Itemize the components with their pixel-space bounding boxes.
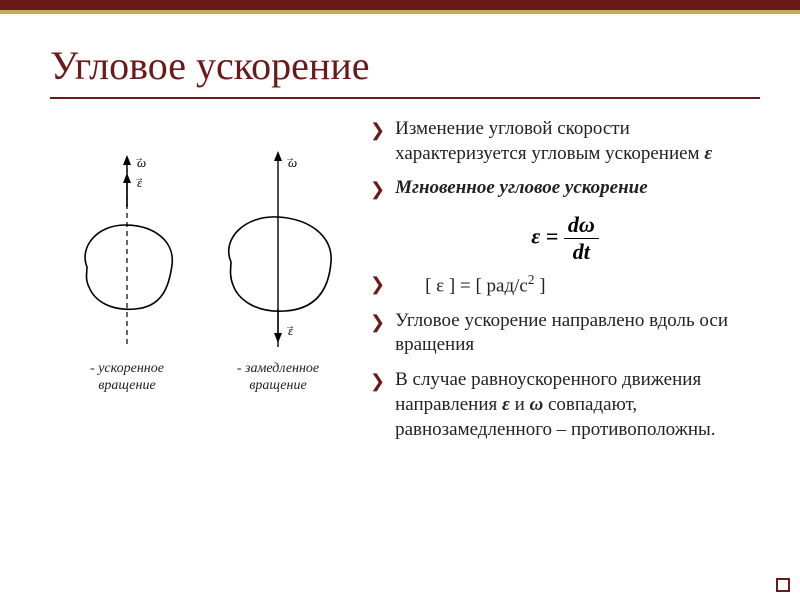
- diagram-right: ω → ε → - замедленное вращение: [203, 147, 353, 395]
- bullet-3-text: [ ε ] = [ рад/с2 ]: [395, 271, 760, 299]
- bullet-marker-icon: ❯: [370, 119, 385, 166]
- b3-pre: [ ε ] = [ рад/с: [425, 275, 528, 296]
- bullet-5: ❯ В случае равноускоренного движения нап…: [370, 368, 760, 442]
- bullet-marker-icon: ❯: [370, 178, 385, 201]
- diagram-left-svg: ω → ε →: [57, 147, 197, 357]
- page-title: Угловое ускорение: [50, 42, 760, 97]
- b5-mid: и: [510, 394, 530, 415]
- bullet-4: ❯ Угловое ускорение направлено вдоль оси…: [370, 309, 760, 358]
- bullet-marker-icon: ❯: [370, 311, 385, 358]
- left-caption-line1: - ускоренное: [90, 361, 164, 376]
- formula-lhs: ε: [531, 223, 540, 248]
- right-caption-line2: вращение: [249, 378, 306, 393]
- svg-text:→: →: [285, 321, 295, 332]
- bullet-2-text: Мгновенное угловое ускорение: [395, 176, 760, 201]
- bullet-3: ❯ [ ε ] = [ рад/с2 ]: [370, 271, 760, 299]
- diagram-column: ω → ε → - ускоренное вращение: [50, 117, 360, 452]
- b3-end: ]: [535, 275, 546, 296]
- formula: ε = dωdt: [370, 212, 760, 265]
- bullet-4-text: Угловое ускорение направлено вдоль оси в…: [395, 309, 760, 358]
- b1-pre: Изменение угловой скорости характеризует…: [395, 118, 704, 164]
- bullet-marker-icon: ❯: [370, 370, 385, 442]
- left-caption: - ускоренное вращение: [57, 361, 197, 395]
- left-caption-line2: вращение: [98, 378, 155, 393]
- diagram-left: ω → ε → - ускоренное вращение: [57, 147, 197, 395]
- svg-text:→: →: [134, 173, 144, 184]
- title-underline: [50, 97, 760, 99]
- svg-text:→: →: [134, 153, 144, 164]
- bullet-2: ❯ Мгновенное угловое ускорение: [370, 176, 760, 201]
- body-row: ω → ε → - ускоренное вращение: [50, 117, 760, 452]
- bullet-5-text: В случае равноускоренного движения напра…: [395, 368, 760, 442]
- b1-eps: ε: [704, 143, 712, 164]
- bullet-1-text: Изменение угловой скорости характеризует…: [395, 117, 760, 166]
- formula-eq: =: [540, 223, 564, 248]
- bullet-marker-icon: ❯: [370, 273, 385, 299]
- text-column: ❯ Изменение угловой скорости характеризу…: [370, 117, 760, 452]
- diagram-right-svg: ω → ε →: [203, 147, 353, 357]
- diagram-wrap: ω → ε → - ускоренное вращение: [50, 147, 360, 395]
- svg-text:→: →: [285, 153, 295, 164]
- formula-num: dω: [564, 212, 599, 239]
- formula-den: dt: [564, 239, 599, 265]
- bullet-1: ❯ Изменение угловой скорости характеризу…: [370, 117, 760, 166]
- footer-square-icon: [776, 578, 790, 592]
- b5-eps: ε: [502, 394, 510, 415]
- header-bar: [0, 0, 800, 10]
- b3-sup: 2: [528, 272, 535, 287]
- formula-fraction: dωdt: [564, 212, 599, 265]
- right-caption: - замедленное вращение: [203, 361, 353, 395]
- right-caption-line1: - замедленное: [237, 361, 319, 376]
- b5-omega: ω: [529, 394, 543, 415]
- slide-content: Угловое ускорение ω → ε →: [0, 14, 800, 462]
